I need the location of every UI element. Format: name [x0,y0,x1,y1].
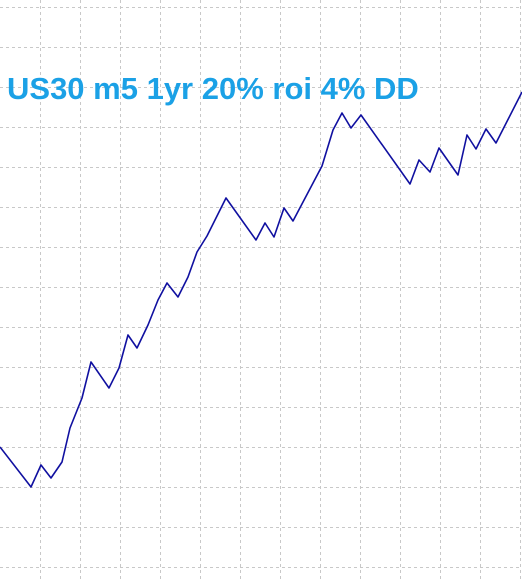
equity-line [0,91,522,488]
chart-title: US30 m5 1yr 20% roi 4% DD [7,71,419,106]
